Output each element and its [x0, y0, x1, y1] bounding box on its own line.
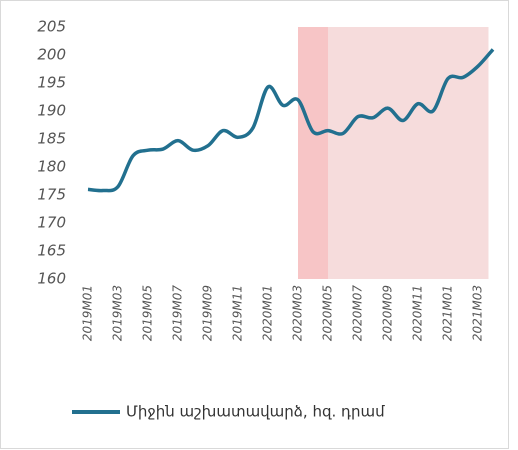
y-tick-label: 170 [37, 214, 66, 232]
y-tick-label: 190 [37, 102, 66, 120]
x-tick-label: 2019M07 [171, 285, 185, 342]
x-tick-label: 2020M11 [411, 285, 425, 341]
y-tick-label: 175 [37, 186, 66, 204]
y-tick-label: 180 [37, 158, 66, 176]
x-tick-label: 2021M01 [441, 285, 455, 341]
series-line [87, 48, 495, 193]
y-tick-label: 165 [37, 242, 66, 260]
x-tick-label: 2020M03 [291, 285, 305, 341]
x-tick-label: 2020M07 [351, 285, 365, 342]
x-tick-label: 2020M09 [381, 285, 395, 341]
y-tick-label: 200 [37, 46, 66, 64]
x-tick-label: 2020M05 [321, 285, 335, 341]
y-tick-label: 195 [37, 74, 66, 92]
y-tick-label: 205 [37, 18, 66, 36]
x-tick-label: 2019M09 [201, 285, 215, 341]
highlight-band [298, 27, 328, 279]
x-tick-label: 2021M03 [471, 285, 485, 341]
x-tick-label: 2019M11 [231, 285, 245, 341]
highlight-band [328, 27, 489, 279]
legend-label: Միջին աշխատավարձ, հզ. դրամ [126, 403, 385, 421]
y-tick-label: 160 [37, 270, 66, 288]
x-tick-label: 2019M01 [81, 285, 95, 341]
x-tick-label: 2019M03 [111, 285, 125, 341]
x-tick-label: 2020M01 [261, 285, 275, 341]
x-tick-label: 2019M05 [141, 285, 155, 341]
y-tick-label: 185 [37, 130, 66, 148]
